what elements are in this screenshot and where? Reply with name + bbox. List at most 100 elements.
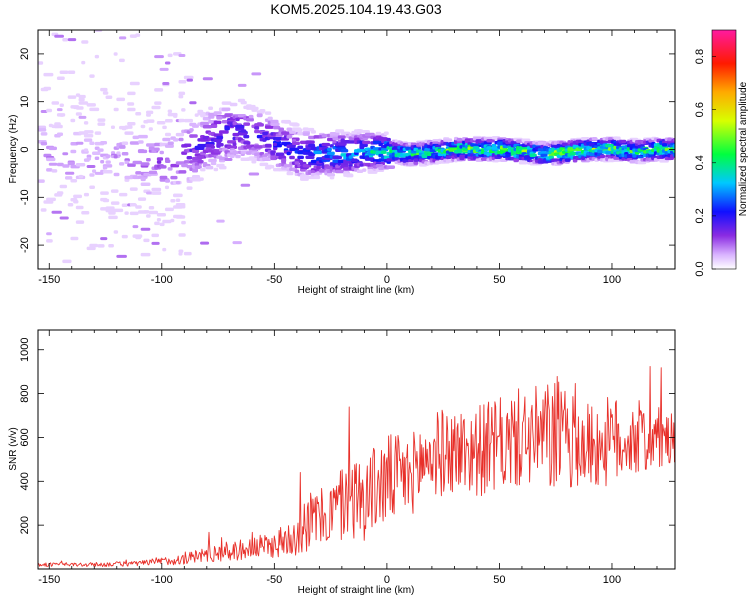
spectrogram-cell [162,82,170,86]
spectrogram-cell [86,157,92,161]
spectrogram-cell [313,175,319,179]
spectrogram-cell [60,292,68,296]
spectrogram-cell [213,120,222,125]
spectrogram-cell [486,146,492,150]
snr-y-tick-label: 600 [19,428,31,446]
spectrogram-cell [40,109,48,113]
spectrogram-cell [210,145,215,149]
spectrogram-cell [302,150,308,155]
spectrogram-cell [218,130,229,134]
spectrogram-cell [351,158,358,163]
spectrogram-cell [289,155,295,160]
spectrogram-cell [40,208,47,212]
snr-x-tick-label: -50 [266,574,282,586]
spectrogram-cell [62,292,72,296]
spectrogram-cell [486,138,495,143]
spectrogram-cell [86,103,96,107]
spectrogram-cell [135,235,142,240]
spectrogram-cell [186,186,193,190]
spectrogram-cell [270,150,276,155]
spectrogram-cell [97,122,106,126]
spectrogram-cell [62,164,70,168]
spectrogram-cell [459,156,465,161]
spectrogram-cell [102,198,110,203]
spectrogram-cell [124,211,129,215]
spectrogram-cell [548,155,554,160]
spectrogram-cell [164,185,170,190]
spectrogram-cell [178,53,186,57]
spectrogram-cell [272,142,278,147]
spectrogram-cell [551,158,561,162]
spectrogram-cell [232,150,239,155]
spectrogram-cell [216,116,223,120]
spectrogram-cell [286,151,291,156]
spectrogram-cell [518,160,528,165]
spectrogram-cell [67,161,75,166]
spectrogram-cell [102,91,109,95]
spectrogram-cell [202,77,213,81]
spectrogram-cell [164,159,171,163]
spectrogram-cell [48,146,57,151]
spectrogram-cell [386,137,391,142]
spectrogram-cell [254,106,259,111]
spectrogram-cell [178,79,187,84]
spectrogram-cell [529,153,537,158]
spectrogram-cell [181,205,186,209]
spectrogram-cell [251,72,262,76]
spectrogram-cell [116,254,127,258]
spectrogram-cell [73,194,83,199]
spectrogram-cell [119,192,128,197]
spectrogram-cell [164,119,173,123]
spectrogram-cell [599,154,606,159]
spectrogram-cell [89,141,95,146]
spectrogram-cell [148,146,155,151]
spectrogram-cell [262,131,269,136]
snr-panel: -150 -100 -50 0 50 100 200 400 600 800 1000 Heigh… [8,329,676,596]
spectrogram-cell [405,152,412,157]
spectrogram-cell [170,218,175,223]
spectrogram-cell [116,151,121,155]
spectrogram-cell [129,211,139,216]
spectrogram-cell [154,221,160,226]
spectrogram-cell [208,158,217,163]
spectrogram-cell [81,40,89,44]
spectrogram-cell [127,91,136,96]
spectrogram-cell [59,70,69,75]
spectrogram-cell [46,239,53,243]
snr-y-axis-label: SNR (v/v) [8,427,19,470]
spectrogram-cell [270,119,279,124]
spectrogram-cell [68,297,72,301]
spectrogram-cell [76,15,81,18]
spectrogram-cell [275,136,282,141]
spectrogram-cell [129,187,138,191]
spectrogram-cell [116,97,126,102]
spectrogram-cell [102,170,113,174]
spectrogram-cell [340,149,349,153]
spectrogram-cell [197,109,204,114]
spectrogram-cell [313,150,323,155]
spectrogram-cell [289,130,297,134]
spectrogram-cell [248,114,254,119]
spectrogram-cell [46,168,53,172]
spectrogram-cell [310,146,318,151]
spectrogram-cell [332,155,343,160]
spectrogram-cell [264,125,274,129]
spectrogram-cell [83,134,94,138]
spectrogram-cell [92,151,101,155]
spectrogram-cell [129,203,137,207]
spectrogram-cell [113,107,119,112]
spectrogram-cell [262,156,270,161]
spectrogram-cell [329,175,335,180]
spectrogram-cell [375,131,382,136]
spectrogram-cell [494,158,501,163]
spectrogram-cell [83,148,89,152]
snr-y-tick-label: 400 [19,472,31,490]
spectrogram-cell [632,154,637,158]
spectrogram-cell [159,67,169,71]
spectrogram-cell [129,141,140,145]
spectrogram-cell [56,76,65,80]
spectrogram-cell [240,129,247,133]
spectrogram-cell [154,101,162,105]
spectrogram-cell [135,205,142,209]
